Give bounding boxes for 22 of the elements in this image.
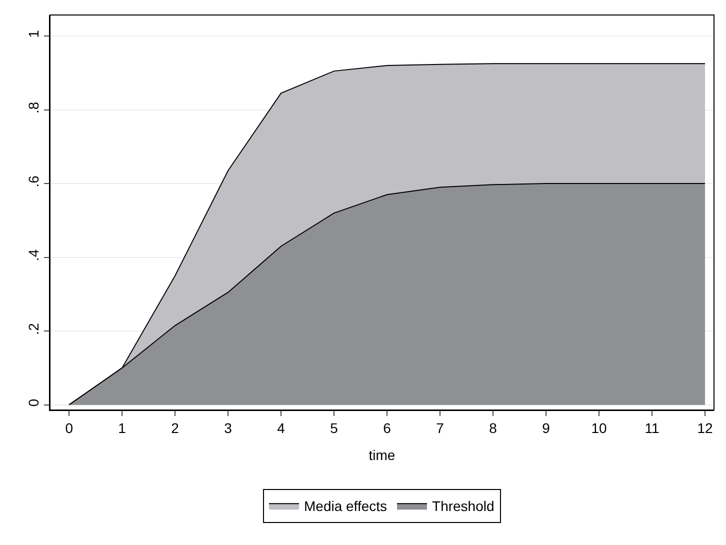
y-tick-label: .4 [25, 249, 42, 262]
x-tick-label: 7 [436, 420, 444, 436]
x-tick-label: 10 [591, 420, 608, 436]
x-tick-label: 8 [489, 420, 498, 436]
x-tick-label: 5 [330, 420, 338, 436]
x-tick-label: 2 [171, 420, 180, 436]
y-tick-label: .6 [25, 175, 42, 188]
legend-label: Media effects [304, 498, 388, 514]
x-tick-label: 1 [118, 420, 126, 436]
x-tick-label: 12 [697, 420, 713, 436]
x-tick-label: 6 [383, 420, 392, 436]
legend-label: Threshold [432, 498, 494, 514]
x-tick-label: 4 [277, 420, 286, 436]
y-tick-label: .8 [25, 102, 42, 114]
y-tick-label: 0 [25, 398, 42, 407]
x-tick-label: 9 [542, 420, 550, 436]
y-tick-label: .2 [25, 322, 42, 335]
x-axis-title: time [368, 447, 396, 464]
x-tick-label: 0 [65, 420, 74, 436]
y-tick-label: 1 [25, 30, 42, 38]
x-tick-label: 11 [644, 420, 660, 436]
x-tick-label: 3 [224, 420, 232, 436]
